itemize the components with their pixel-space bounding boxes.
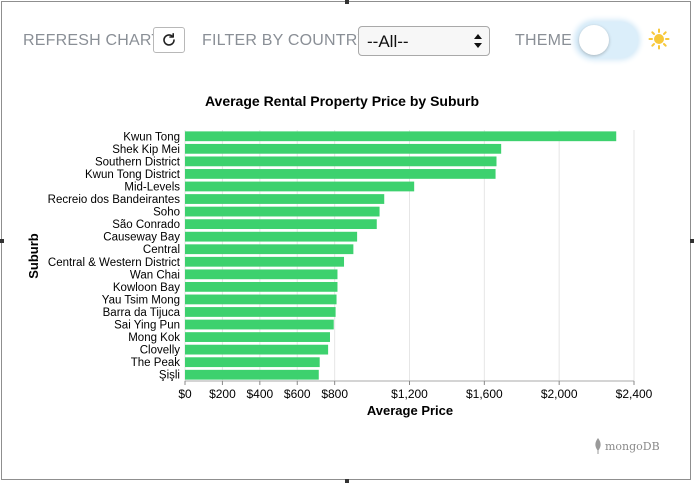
theme-label: THEME [515,32,572,49]
y-tick-label: Wan Chai [130,269,180,281]
y-tick-label: The Peak [131,357,180,369]
select-arrows-icon [474,34,482,48]
bar[interactable] [185,307,336,317]
y-tick-label: Causeway Bay [103,232,180,244]
y-tick-label: Mid-Levels [124,181,180,193]
toolbar: REFRESH CHART FILTER BY COUNTRY --All-- … [0,0,694,80]
bar[interactable] [185,244,354,255]
bar[interactable] [185,194,385,204]
y-tick-label: Central & Western District [48,257,181,269]
y-tick-label: Barra da Tijuca [103,307,181,319]
y-tick-label: Shek Kip Mei [112,144,180,156]
mongodb-logo-text: mongoDB [605,439,660,453]
resize-handle-top[interactable] [345,0,349,4]
x-tick-label: $2,400 [616,387,653,401]
bar[interactable] [185,332,330,342]
bar[interactable] [185,357,320,368]
y-tick-label: Yau Tsim Mong [102,294,180,306]
x-tick-label: $1,200 [391,387,428,401]
bar[interactable] [185,344,329,355]
country-filter-select[interactable]: --All-- [358,26,490,56]
x-tick-label: $2,000 [541,387,578,401]
refresh-icon [163,33,175,46]
y-tick-label: Sai Ying Pun [114,320,180,332]
bar[interactable] [185,181,415,192]
sun-icon [648,28,670,50]
bars [185,131,617,380]
resize-handle-right[interactable] [690,239,694,243]
bar[interactable] [185,369,319,380]
y-tick-label: Kwun Tong [123,131,180,143]
grid-lines [184,130,635,382]
bar[interactable] [185,156,497,167]
y-tick-label: Mong Kok [128,332,180,344]
filter-by-country-label: FILTER BY COUNTRY [202,32,369,49]
bar[interactable] [185,256,345,267]
mongodb-leaf-icon [595,438,601,454]
theme-toggle-knob [579,25,609,55]
x-axis-title: Average Price [367,403,453,418]
y-tick-label: Recreio dos Bandeirantes [48,194,181,206]
bar[interactable] [185,206,380,217]
y-tick-label: Central [143,244,180,256]
y-tick-label: Clovelly [140,345,181,357]
mongodb-logo: mongoDB [594,437,660,455]
bar[interactable] [185,131,617,142]
y-tick-label: São Conrado [112,219,180,231]
y-axis-title: Suburb [26,233,41,279]
bar[interactable] [185,169,496,179]
bar[interactable] [185,143,502,154]
refresh-chart-label: REFRESH CHART [23,32,162,49]
bar[interactable] [185,231,358,242]
bar[interactable] [185,294,337,305]
y-tick-label: Soho [153,207,180,219]
x-tick-label: $200 [209,387,236,401]
bar[interactable] [185,319,334,330]
country-filter-value: --All-- [367,32,409,51]
y-tick-label: Southern District [95,156,181,168]
x-tick-label: $1,600 [466,387,503,401]
chart-title: Average Rental Property Price by Suburb [205,93,479,109]
resize-handle-left[interactable] [0,239,4,243]
x-tick-label: $600 [284,387,311,401]
y-tick-label: Kowloon Bay [113,282,180,294]
bar[interactable] [185,281,338,292]
x-tick-label: $400 [246,387,273,401]
bar[interactable] [185,219,377,230]
bar[interactable] [185,269,338,280]
y-tick-label: Kwun Tong District [85,169,181,181]
resize-handle-bottom[interactable] [345,479,349,483]
refresh-button[interactable] [153,27,185,53]
x-tick-labels: $0 $200 $400 $600 $800 $1,200 $1,600 $2,000 $2,4… [178,381,653,401]
bar-chart: Average Rental Property Price by Suburb … [26,93,653,418]
y-tick-label: Şişli [159,370,180,382]
theme-toggle[interactable] [576,22,638,58]
x-tick-label: $0 [178,387,192,401]
x-tick-label: $800 [321,387,348,401]
chart-area: Average Rental Property Price by Suburb … [0,80,694,483]
